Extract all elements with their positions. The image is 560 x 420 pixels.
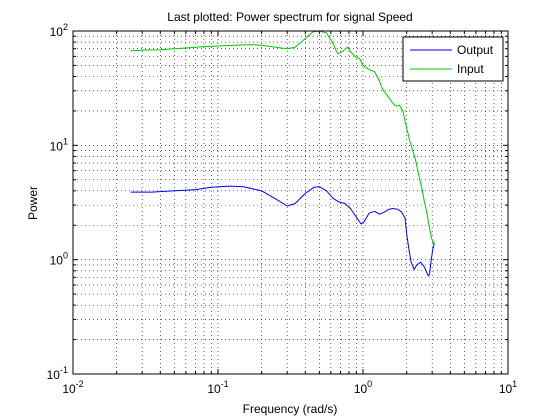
legend-label-input: Input — [457, 62, 484, 76]
data-series — [130, 30, 435, 277]
legend-box — [402, 36, 504, 82]
x-axis-label: Frequency (rad/s) — [243, 402, 338, 416]
legend: Output Input — [402, 36, 504, 82]
x-tick-label: 100 — [354, 379, 372, 396]
y-tick-label: 100 — [50, 251, 68, 268]
y-tick-label: 102 — [50, 22, 68, 39]
tick-marks — [72, 30, 509, 375]
y-axis-label: Power — [26, 186, 40, 220]
axes-frame — [72, 30, 509, 375]
x-tick-label: 10-1 — [207, 379, 228, 396]
x-tick-label: 101 — [499, 379, 517, 396]
series-line-input — [130, 30, 435, 244]
y-tick-label: 10-1 — [47, 365, 68, 382]
legend-label-output: Output — [457, 43, 494, 57]
chart-title: Last plotted: Power spectrum for signal … — [167, 10, 412, 24]
plot-area — [73, 31, 508, 374]
y-tick-label: 101 — [50, 136, 68, 153]
series-line-output — [130, 185, 435, 277]
x-tick-label: 10-2 — [62, 379, 83, 396]
